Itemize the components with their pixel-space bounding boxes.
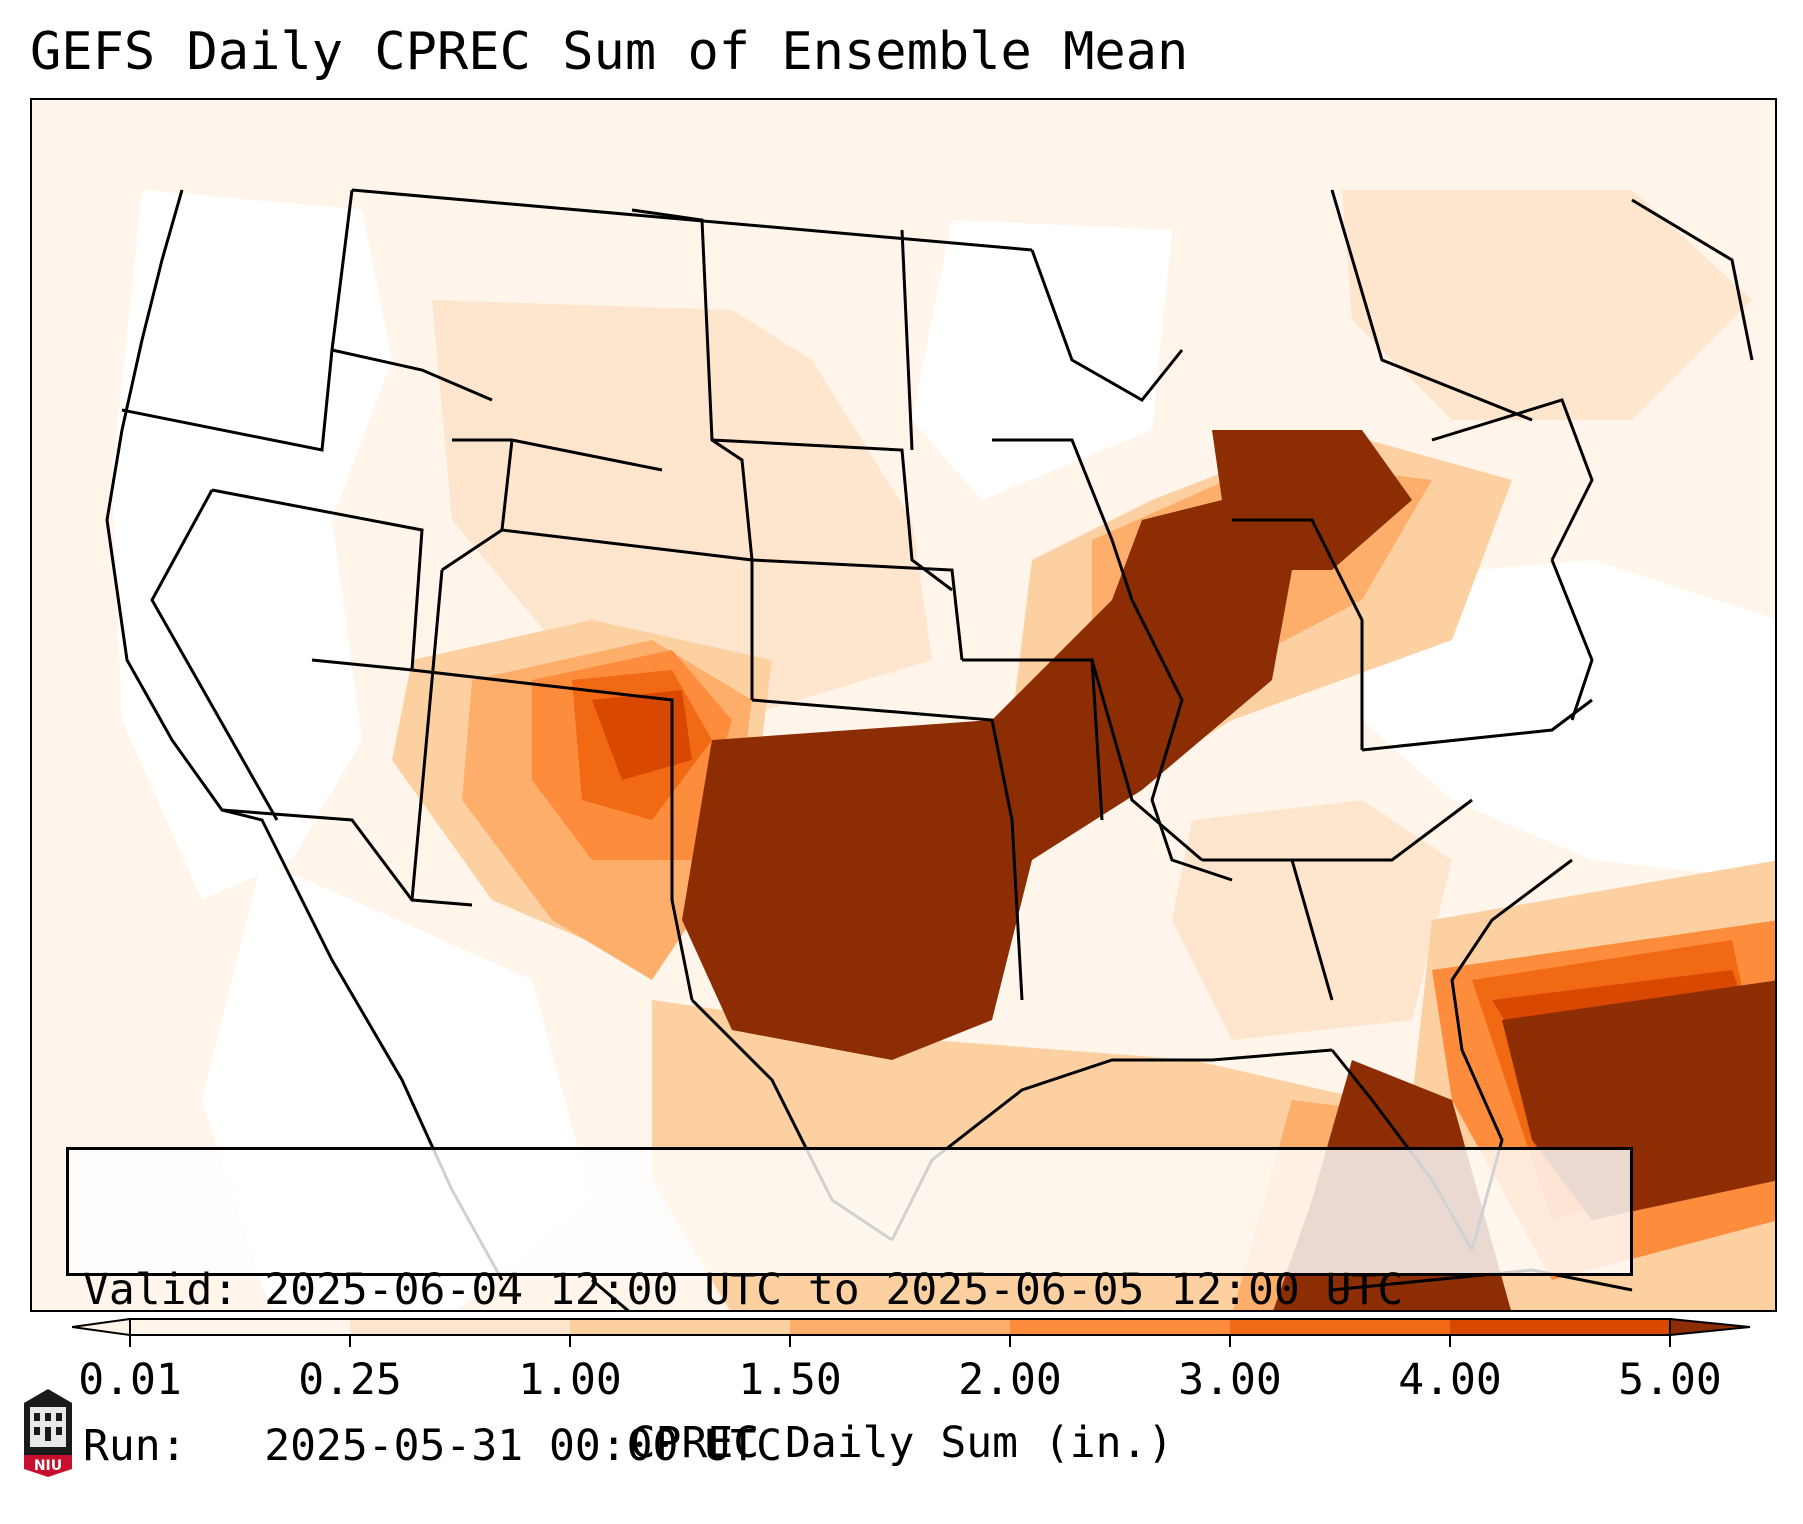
- precip-zone-500-greatlakes: [1212, 430, 1412, 570]
- precipitation-map[interactable]: [30, 98, 1777, 1312]
- precip-zone-025-southeast: [1172, 800, 1452, 1040]
- map-title: GEFS Daily CPREC Sum of Ensemble Mean: [30, 22, 1189, 82]
- map-svg: [32, 100, 1775, 1310]
- state-boundaries: [105, 188, 1754, 1310]
- colorbar-extend-max: [1669, 1317, 1751, 1337]
- colorbar-extend-min: [72, 1317, 131, 1337]
- colorbar-tick-label: 2.00: [958, 1355, 1062, 1405]
- colorbar-tick-label: 3.00: [1178, 1355, 1282, 1405]
- colorbar-segment: [570, 1319, 790, 1335]
- colorbar-segment: [790, 1319, 1010, 1335]
- colorbar-tick-label: 0.01: [78, 1355, 182, 1405]
- colorbar-segment: [1450, 1319, 1670, 1335]
- colorbar-tick-label: 0.25: [298, 1355, 402, 1405]
- valid-time-text: Valid: 2025-06-04 12:00 UTC to 2025-06-0…: [83, 1265, 1404, 1315]
- colorbar-segment: [350, 1319, 570, 1335]
- colorbar-segment: [1010, 1319, 1230, 1335]
- colorbar-outline: [129, 1318, 1671, 1336]
- niu-tower-logo: NIU: [24, 1389, 72, 1477]
- colorbar-tick-label: 1.00: [518, 1355, 622, 1405]
- precip-zone-none-north: [912, 220, 1172, 500]
- precip-zone-500-core: [682, 500, 1292, 1060]
- precip-zone-none-west: [112, 190, 392, 900]
- colorbar-tick-label: 5.00: [1618, 1355, 1722, 1405]
- logo-text: NIU: [34, 1458, 62, 1474]
- logo-banner: [24, 1455, 72, 1477]
- colorbar-tick-label: 4.00: [1398, 1355, 1502, 1405]
- colorbar: [72, 1317, 1751, 1347]
- colorbar-label: CPREC Daily Sum (in.): [629, 1418, 1174, 1468]
- colorbar-segment: [1230, 1319, 1450, 1335]
- valid-run-info-box: Valid: 2025-06-04 12:00 UTC to 2025-06-0…: [66, 1147, 1633, 1471]
- precip-zone-none-east: [1362, 560, 1775, 880]
- colorbar-segments: [72, 1317, 1751, 1337]
- run-time-text: Run: 2025-05-31 00:00 UTC: [83, 1421, 782, 1471]
- colorbar-ticks: [129, 1335, 1671, 1347]
- colorbar-segment: [130, 1319, 350, 1335]
- precip-zone-025-plains: [432, 300, 932, 720]
- colorbar-tick-label: 1.50: [738, 1355, 842, 1405]
- precip-zone-025-canada: [1342, 190, 1752, 420]
